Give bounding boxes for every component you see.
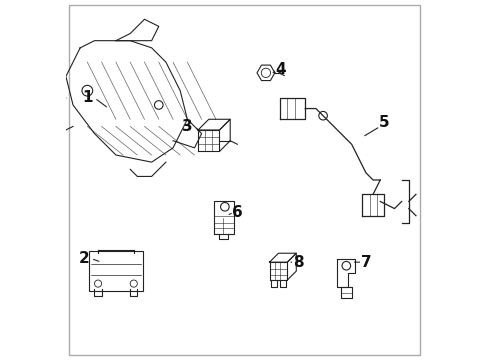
Text: 8: 8 — [292, 255, 303, 270]
Text: 6: 6 — [231, 204, 242, 220]
Text: 3: 3 — [182, 119, 192, 134]
Text: 4: 4 — [274, 62, 285, 77]
Text: 7: 7 — [360, 255, 370, 270]
Text: 5: 5 — [378, 115, 388, 130]
Text: 2: 2 — [78, 251, 89, 266]
Text: 1: 1 — [82, 90, 92, 105]
